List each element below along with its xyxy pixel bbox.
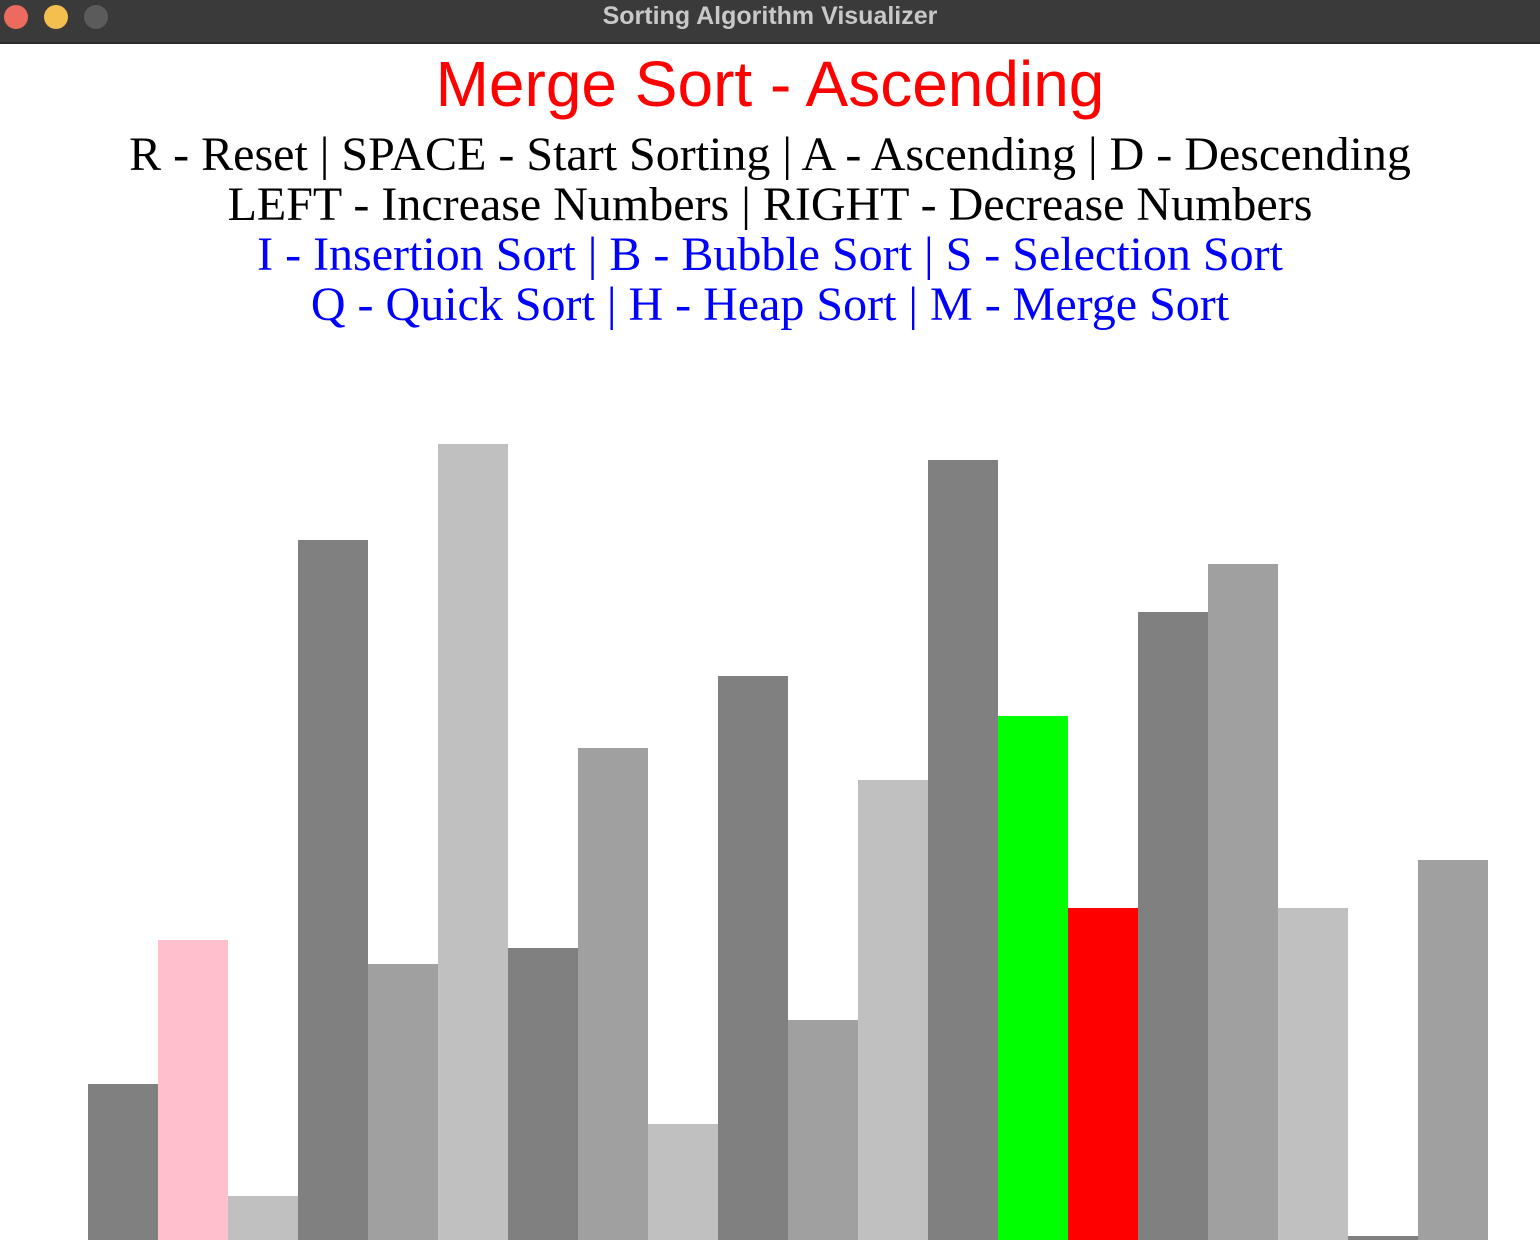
visualizer-canvas[interactable]: Merge Sort - Ascending R - Reset | SPACE… bbox=[0, 44, 1540, 1240]
bar-chart bbox=[0, 44, 1540, 1240]
algorithm-help-line-1: I - Insertion Sort | B - Bubble Sort | S… bbox=[257, 228, 1283, 281]
bar-13 bbox=[928, 460, 998, 1240]
window-titlebar[interactable]: Sorting Algorithm Visualizer bbox=[0, 0, 1540, 44]
algorithm-help-line-2: Q - Quick Sort | H - Heap Sort | M - Mer… bbox=[310, 278, 1230, 331]
close-window-button[interactable] bbox=[4, 5, 28, 29]
bar-17 bbox=[1208, 564, 1278, 1240]
bar-9 bbox=[648, 1124, 718, 1240]
size-help-line: LEFT - Increase Numbers | RIGHT - Decrea… bbox=[227, 178, 1313, 231]
bar-5 bbox=[368, 964, 438, 1240]
controls-help-line: R - Reset | SPACE - Start Sorting | A - … bbox=[129, 128, 1411, 181]
bar-10 bbox=[718, 676, 788, 1240]
bar-18 bbox=[1278, 908, 1348, 1240]
bar-7 bbox=[508, 948, 578, 1240]
bar-15 bbox=[1068, 908, 1138, 1240]
bar-1 bbox=[88, 1084, 158, 1240]
bar-12 bbox=[858, 780, 928, 1240]
maximize-window-button[interactable] bbox=[84, 5, 108, 29]
bar-19 bbox=[1348, 1236, 1418, 1240]
algorithm-heading: Merge Sort - Ascending bbox=[435, 48, 1105, 120]
bar-6 bbox=[438, 444, 508, 1240]
bar-11 bbox=[788, 1020, 858, 1240]
minimize-window-button[interactable] bbox=[44, 5, 68, 29]
bar-14 bbox=[998, 716, 1068, 1240]
window-title: Sorting Algorithm Visualizer bbox=[602, 2, 938, 30]
bar-2 bbox=[158, 940, 228, 1240]
bar-3 bbox=[228, 1196, 298, 1240]
bar-20 bbox=[1418, 860, 1488, 1240]
bar-16 bbox=[1138, 612, 1208, 1240]
bar-4 bbox=[298, 540, 368, 1240]
bar-8 bbox=[578, 748, 648, 1240]
